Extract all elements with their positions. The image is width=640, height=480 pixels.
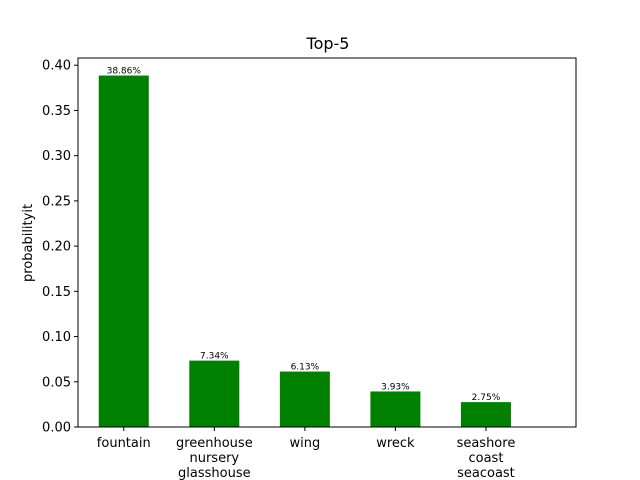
bar — [370, 391, 421, 427]
y-tick-label: 0.20 — [42, 240, 71, 255]
bar — [189, 360, 240, 427]
x-tick-label: seashore — [457, 436, 516, 451]
bar-data-label: 2.75% — [472, 393, 501, 403]
bar — [279, 371, 330, 427]
bar-data-label: 6.13% — [291, 363, 320, 373]
x-tick-label: greenhouse — [176, 436, 253, 451]
y-tick-label: 0.35 — [42, 104, 71, 119]
x-tick-label: coast — [468, 451, 503, 466]
bar — [98, 75, 149, 427]
x-tick-label: wreck — [376, 436, 415, 451]
bars — [98, 75, 511, 427]
bar-data-label: 38.86% — [107, 67, 142, 77]
x-tick-label: fountain — [97, 436, 151, 451]
y-tick-label: 0.30 — [42, 149, 71, 164]
x-tick-label: seacoast — [457, 466, 515, 480]
x-tick-label: wing — [289, 436, 320, 451]
x-tick-label: nursery — [189, 451, 239, 466]
y-axis-label: probabilityit — [21, 204, 36, 282]
y-tick-label: 0.05 — [42, 375, 71, 390]
bar — [460, 402, 511, 427]
chart-title: Top-5 — [306, 34, 350, 53]
y-axis-ticks: 0.00 0.05 0.10 0.15 0.20 0.25 0.30 0.35 0.40 — [42, 59, 78, 436]
y-tick-label: 0.10 — [42, 330, 71, 345]
bar-data-label: 7.34% — [200, 352, 229, 362]
y-tick-label: 0.25 — [42, 194, 71, 209]
y-tick-label: 0.15 — [42, 285, 71, 300]
plot-frame — [77, 57, 577, 428]
y-tick-label: 0.40 — [42, 59, 71, 74]
x-tick-label: glasshouse — [178, 466, 251, 480]
y-tick-label: 0.00 — [42, 421, 71, 436]
bar-data-labels: 38.86% 7.34% 6.13% 3.93% 2.75% — [107, 67, 501, 404]
bar-data-label: 3.93% — [381, 382, 410, 392]
